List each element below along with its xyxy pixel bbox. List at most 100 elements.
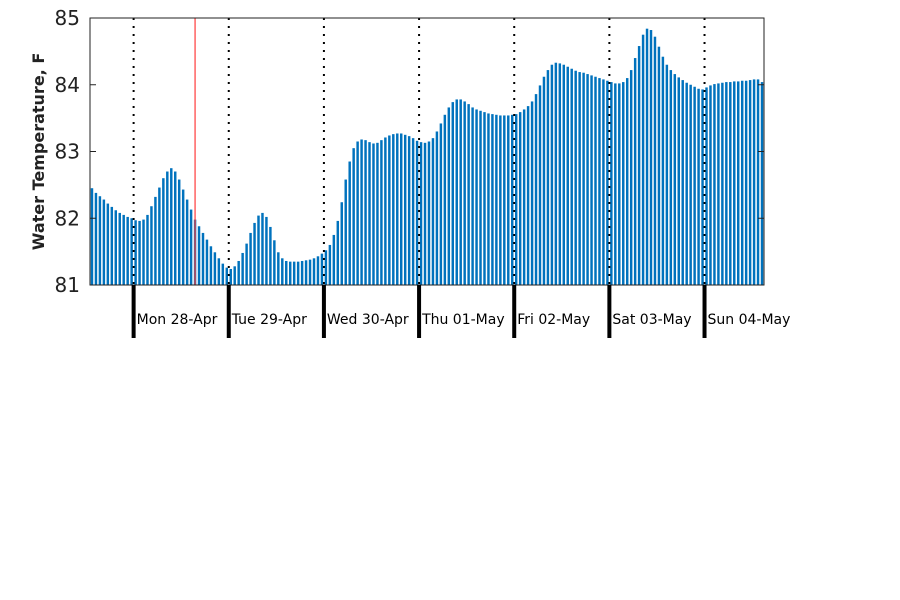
bar bbox=[610, 82, 613, 285]
bar bbox=[487, 113, 490, 285]
bar bbox=[316, 256, 320, 285]
bar bbox=[114, 210, 117, 285]
bar bbox=[534, 94, 538, 285]
bar bbox=[249, 232, 252, 285]
bar bbox=[629, 70, 633, 285]
bar bbox=[637, 46, 641, 285]
bar bbox=[503, 115, 506, 285]
bar bbox=[419, 142, 423, 285]
bar bbox=[376, 142, 379, 285]
bar bbox=[661, 56, 665, 286]
bar bbox=[538, 85, 542, 285]
bar bbox=[106, 203, 110, 285]
bar bbox=[296, 261, 300, 285]
bar bbox=[324, 250, 328, 285]
bar bbox=[185, 199, 189, 285]
bar bbox=[332, 234, 336, 285]
bar bbox=[479, 110, 482, 285]
bar bbox=[320, 253, 324, 285]
bar bbox=[733, 81, 736, 285]
bar bbox=[154, 196, 157, 285]
bar bbox=[590, 75, 593, 286]
bar bbox=[542, 76, 546, 286]
bar bbox=[737, 81, 740, 285]
day-label: Thu 01-May bbox=[421, 312, 505, 328]
bar bbox=[483, 112, 486, 286]
bar bbox=[304, 260, 308, 285]
bar bbox=[213, 252, 217, 285]
bar bbox=[269, 226, 272, 285]
y-axis-tick-labels: 81 82 83 84 85 bbox=[55, 6, 80, 297]
bar bbox=[400, 133, 403, 285]
bar bbox=[673, 74, 677, 285]
bar bbox=[189, 209, 193, 285]
bar bbox=[625, 78, 629, 285]
bar bbox=[614, 83, 617, 285]
bar bbox=[344, 179, 347, 285]
bar bbox=[281, 258, 284, 285]
bar bbox=[233, 266, 236, 285]
day-label: Mon 28-Apr bbox=[137, 312, 218, 328]
day-boundary-ticks bbox=[131, 285, 707, 338]
bar bbox=[197, 226, 201, 285]
bar bbox=[300, 260, 304, 285]
bar bbox=[526, 106, 530, 285]
bar bbox=[288, 261, 292, 285]
bar bbox=[756, 79, 760, 285]
bar bbox=[649, 30, 653, 285]
bar bbox=[522, 109, 526, 285]
bar bbox=[110, 206, 114, 285]
bar bbox=[245, 243, 248, 285]
bar bbox=[237, 260, 240, 285]
y-tick-label: 81 bbox=[55, 273, 80, 297]
bar bbox=[697, 88, 700, 285]
bar bbox=[181, 189, 185, 285]
bar bbox=[550, 64, 554, 285]
day-label: Sun 04-May bbox=[708, 312, 791, 328]
bar bbox=[455, 99, 458, 286]
bar bbox=[645, 28, 649, 286]
bar bbox=[451, 102, 454, 285]
bar bbox=[146, 214, 149, 285]
bar bbox=[740, 80, 744, 286]
bar bbox=[308, 259, 312, 285]
bar bbox=[717, 83, 720, 285]
bar bbox=[261, 212, 264, 285]
bar bbox=[423, 142, 427, 285]
day-label: Sat 03-May bbox=[612, 312, 691, 328]
bar bbox=[435, 131, 439, 285]
bar bbox=[122, 214, 125, 285]
bar bbox=[312, 258, 316, 285]
bar bbox=[606, 80, 609, 286]
y-tick-label: 83 bbox=[55, 140, 80, 164]
bar bbox=[677, 77, 680, 285]
bar bbox=[641, 34, 645, 285]
bar bbox=[459, 99, 462, 286]
day-label: Fri 02-May bbox=[517, 312, 590, 328]
bar bbox=[705, 87, 708, 285]
bar bbox=[90, 188, 94, 285]
bar bbox=[241, 252, 244, 285]
bar bbox=[265, 216, 268, 285]
bar bbox=[134, 220, 137, 285]
bar bbox=[352, 148, 355, 285]
y-tick-label: 82 bbox=[55, 206, 80, 230]
bar bbox=[364, 140, 367, 285]
bar bbox=[729, 82, 732, 285]
bar bbox=[681, 80, 684, 285]
bar bbox=[518, 112, 522, 286]
bar bbox=[138, 220, 141, 285]
bar bbox=[407, 136, 411, 285]
bar bbox=[372, 143, 375, 285]
y-tick-label: 84 bbox=[55, 73, 80, 97]
bar bbox=[415, 140, 419, 285]
bar bbox=[388, 135, 391, 285]
bar bbox=[443, 114, 447, 285]
bar bbox=[403, 134, 407, 285]
bar bbox=[94, 192, 98, 285]
bar bbox=[685, 82, 688, 285]
bar bbox=[277, 252, 280, 285]
bar bbox=[384, 137, 387, 285]
bar bbox=[713, 84, 716, 285]
